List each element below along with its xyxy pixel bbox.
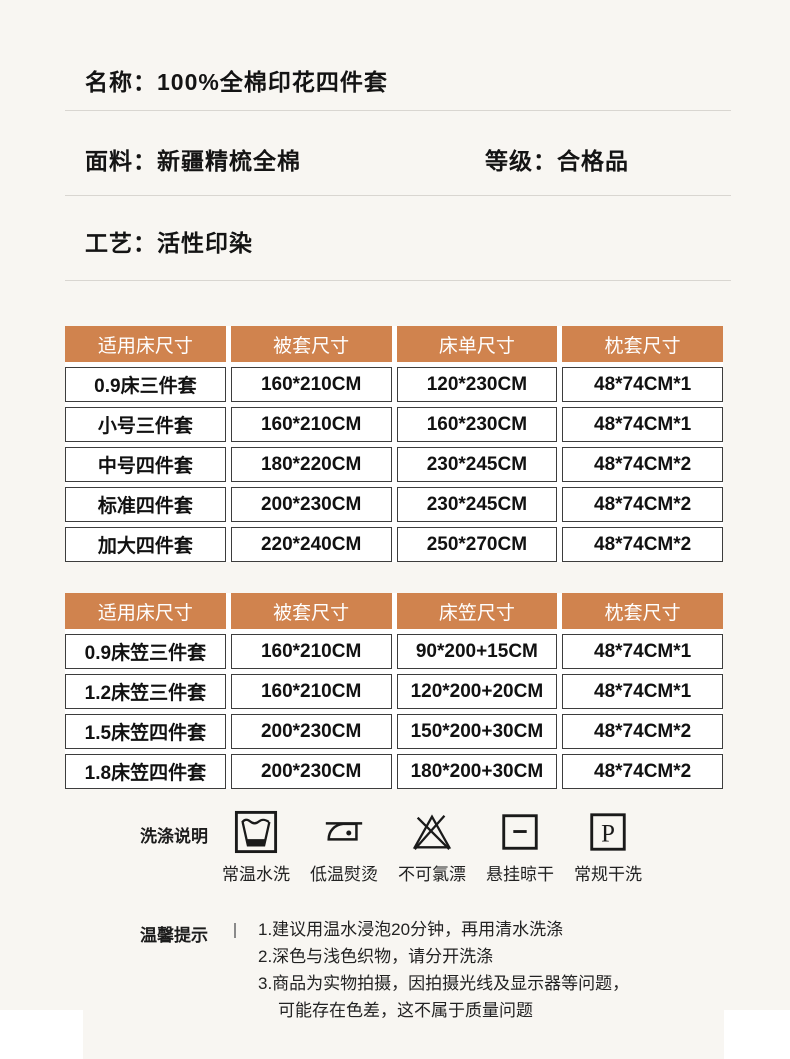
table-cell: 48*74CM*1 bbox=[562, 674, 723, 709]
wash-item: 低温熨烫 bbox=[300, 810, 388, 885]
table-cell: 250*270CM bbox=[396, 527, 558, 562]
fabric-value: 新疆精梳全棉 bbox=[157, 148, 301, 174]
table-header-cell: 床单尺寸 bbox=[396, 326, 558, 362]
table-cell: 1.8床笠四件套 bbox=[65, 754, 226, 789]
table-cell: 48*74CM*2 bbox=[562, 754, 723, 789]
table-cell: 160*210CM bbox=[230, 367, 392, 402]
craft-label: 工艺： bbox=[85, 230, 157, 256]
table-cell: 中号四件套 bbox=[65, 447, 226, 482]
tips-section-label: 温馨提示 bbox=[140, 926, 208, 945]
table-cell: 180*220CM bbox=[230, 447, 392, 482]
tip-line: 2.深色与浅色织物，请分开洗涤 bbox=[258, 947, 494, 966]
fabric-row: 面料：新疆精梳全棉 bbox=[85, 142, 301, 176]
size-table-fitted: 适用床尺寸 被套尺寸 床笠尺寸 枕套尺寸 0.9床笠三件套 160*210CM … bbox=[65, 593, 723, 789]
divider bbox=[65, 110, 731, 111]
table-cell: 48*74CM*1 bbox=[562, 634, 723, 669]
table-cell: 加大四件套 bbox=[65, 527, 226, 562]
table-cell: 48*74CM*2 bbox=[562, 447, 723, 482]
wash-tub-icon bbox=[234, 810, 278, 854]
table-header-cell: 枕套尺寸 bbox=[562, 326, 723, 362]
table-cell: 200*230CM bbox=[230, 754, 392, 789]
tip-line: 可能存在色差，这不属于质量问题 bbox=[278, 1001, 533, 1020]
craft-row: 工艺：活性印染 bbox=[85, 224, 253, 258]
table-header-cell: 被套尺寸 bbox=[230, 326, 392, 362]
wash-item: P 常规干洗 bbox=[564, 810, 652, 885]
name-value: 100%全棉印花四件套 bbox=[157, 69, 388, 95]
table-cell: 160*210CM bbox=[230, 407, 392, 442]
next-section-edge bbox=[83, 1010, 724, 1059]
table-header-cell: 适用床尺寸 bbox=[65, 593, 226, 629]
table-cell: 220*240CM bbox=[230, 527, 392, 562]
fabric-label: 面料： bbox=[85, 148, 157, 174]
table-cell: 120*230CM bbox=[396, 367, 558, 402]
washing-icons-row: 常温水洗 低温熨烫 不可氯漂 悬挂晾干 bbox=[212, 810, 652, 885]
wash-item-label: 常规干洗 bbox=[574, 865, 642, 884]
divider bbox=[65, 195, 731, 196]
table-cell: 48*74CM*1 bbox=[562, 407, 723, 442]
table-cell: 160*210CM bbox=[230, 674, 392, 709]
iron-low-icon bbox=[325, 822, 363, 841]
table-cell: 180*200+30CM bbox=[396, 754, 558, 789]
table-cell: 120*200+20CM bbox=[396, 674, 558, 709]
size-table-sheet: 适用床尺寸 被套尺寸 床单尺寸 枕套尺寸 0.9床三件套 160*210CM 1… bbox=[65, 326, 723, 562]
table-cell: 0.9床三件套 bbox=[65, 367, 226, 402]
name-label: 名称： bbox=[85, 69, 157, 95]
grade-value: 合格品 bbox=[557, 148, 629, 174]
table-cell: 230*245CM bbox=[396, 487, 558, 522]
table-cell: 0.9床笠三件套 bbox=[65, 634, 226, 669]
tip-line: 1.建议用温水浸泡20分钟，再用清水洗涤 bbox=[258, 920, 564, 939]
table-cell: 标准四件套 bbox=[65, 487, 226, 522]
tips-divider bbox=[234, 923, 236, 938]
product-name-row: 名称：100%全棉印花四件套 bbox=[85, 63, 388, 97]
tips-list: 1.建议用温水浸泡20分钟，再用清水洗涤 2.深色与浅色织物，请分开洗涤 3.商… bbox=[258, 916, 629, 1024]
table-cell: 150*200+30CM bbox=[396, 714, 558, 749]
table-cell: 48*74CM*2 bbox=[562, 487, 723, 522]
wash-item-label: 悬挂晾干 bbox=[486, 865, 554, 884]
wash-item: 悬挂晾干 bbox=[476, 810, 564, 885]
wash-item: 常温水洗 bbox=[212, 810, 300, 885]
table-cell: 小号三件套 bbox=[65, 407, 226, 442]
table-cell: 200*230CM bbox=[230, 487, 392, 522]
table-cell: 160*230CM bbox=[396, 407, 558, 442]
table-cell: 90*200+15CM bbox=[396, 634, 558, 669]
table-cell: 1.5床笠四件套 bbox=[65, 714, 226, 749]
divider bbox=[65, 280, 731, 281]
no-bleach-icon bbox=[412, 814, 452, 851]
table-cell: 48*74CM*1 bbox=[562, 367, 723, 402]
grade-label: 等级： bbox=[485, 148, 557, 174]
table-header-cell: 适用床尺寸 bbox=[65, 326, 226, 362]
wash-item-label: 不可氯漂 bbox=[398, 865, 466, 884]
dry-clean-icon: P bbox=[590, 813, 626, 851]
table-cell: 230*245CM bbox=[396, 447, 558, 482]
wash-item-label: 低温熨烫 bbox=[310, 865, 378, 884]
wash-item: 不可氯漂 bbox=[388, 810, 476, 885]
table-header-cell: 床笠尺寸 bbox=[396, 593, 558, 629]
table-header-cell: 被套尺寸 bbox=[230, 593, 392, 629]
table-header-cell: 枕套尺寸 bbox=[562, 593, 723, 629]
table-cell: 1.2床笠三件套 bbox=[65, 674, 226, 709]
washing-section-label: 洗涤说明 bbox=[140, 827, 208, 846]
table-cell: 160*210CM bbox=[230, 634, 392, 669]
hang-dry-icon bbox=[502, 814, 538, 850]
tip-line: 3.商品为实物拍摄，因拍摄光线及显示器等问题， bbox=[258, 974, 630, 993]
grade-row: 等级：合格品 bbox=[485, 142, 629, 176]
dry-clean-p-glyph: P bbox=[601, 821, 615, 848]
table-cell: 48*74CM*2 bbox=[562, 714, 723, 749]
craft-value: 活性印染 bbox=[157, 230, 253, 256]
wash-item-label: 常温水洗 bbox=[222, 865, 290, 884]
table-cell: 200*230CM bbox=[230, 714, 392, 749]
table-cell: 48*74CM*2 bbox=[562, 527, 723, 562]
